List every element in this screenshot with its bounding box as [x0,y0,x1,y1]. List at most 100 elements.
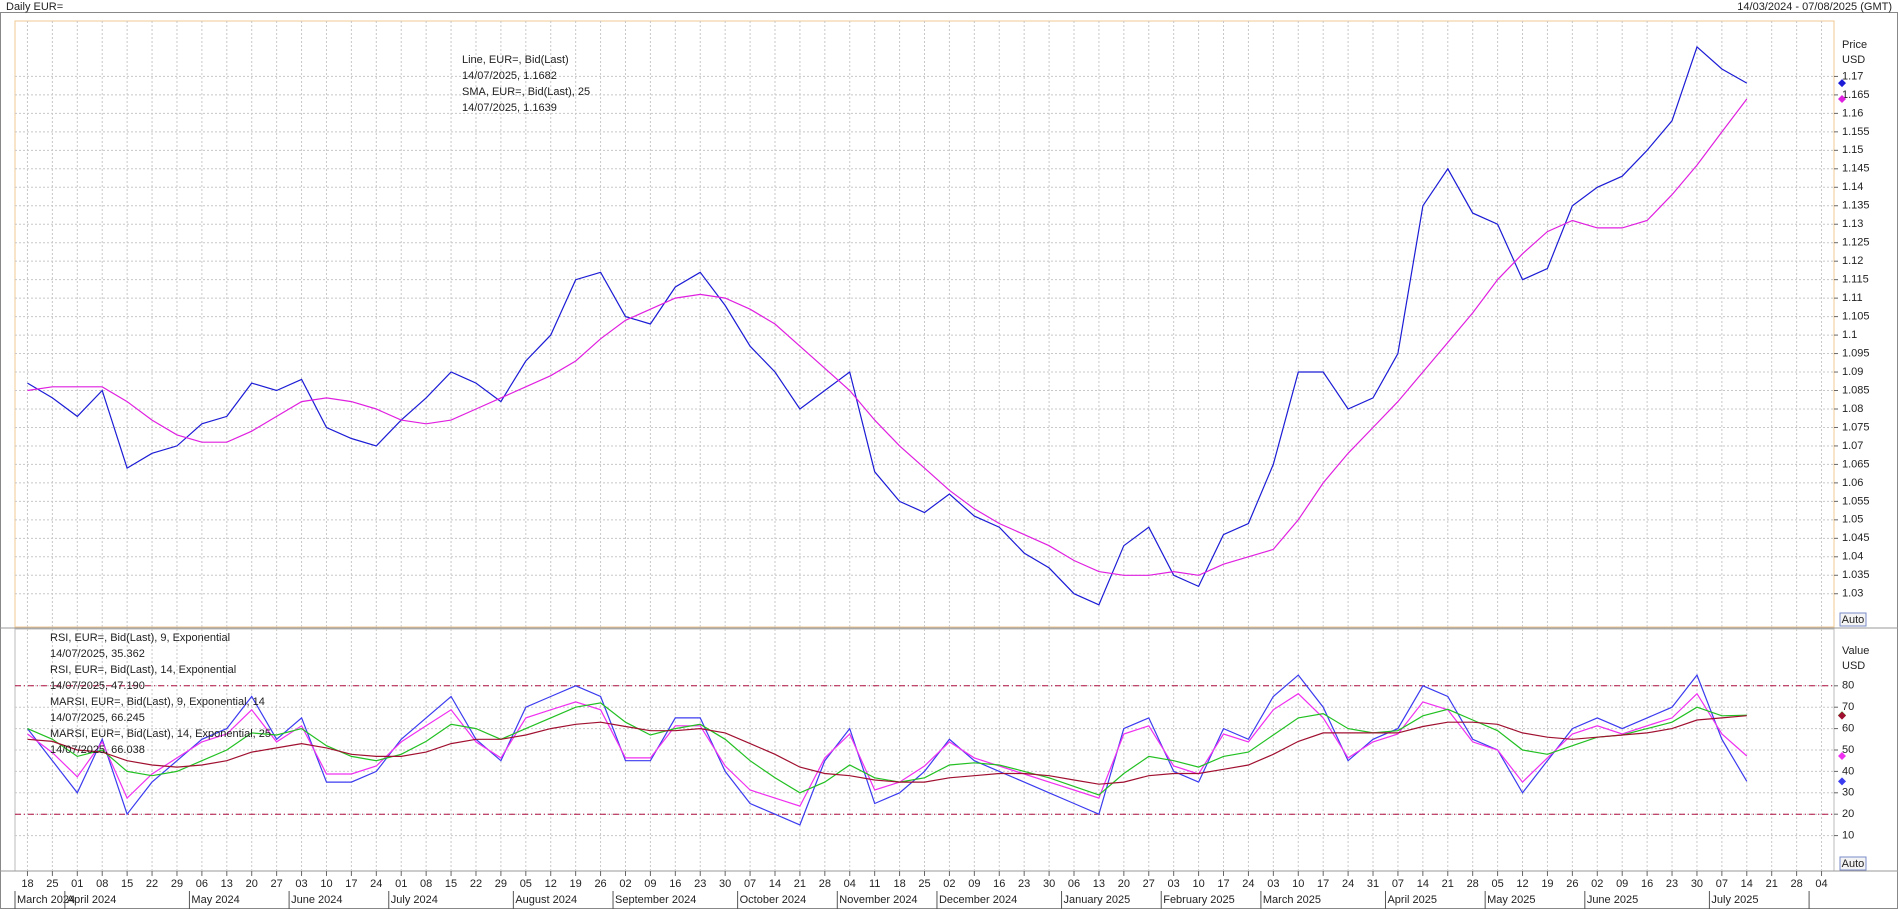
y-tick-label: 1.13 [1842,218,1863,230]
x-tick-label: 24 [370,878,382,890]
x-tick-label: 28 [1790,878,1802,890]
y-tick-label: 1.03 [1842,588,1863,600]
x-tick-label: 30 [719,878,731,890]
month-label: June 2024 [291,894,342,906]
x-tick-label: 15 [445,878,457,890]
y-tick-label: 1.08 [1842,403,1863,415]
y-tick-label: 1.115 [1842,274,1869,286]
x-tick-label: 17 [1217,878,1229,890]
x-tick-label: 18 [21,878,33,890]
legend-last: 14/07/2025, 35.362 [50,648,145,660]
series-line [27,98,1748,576]
auto-button[interactable] [1839,856,1867,871]
y-tick-label: 1.11 [1842,292,1863,304]
month-label: April 2025 [1387,894,1437,906]
y-unit: USD [1842,54,1865,66]
x-tick-label: 03 [295,878,307,890]
y-tick-label: 40 [1842,765,1854,777]
y-tick-label: 1.145 [1842,163,1870,175]
x-tick-label: 28 [819,878,831,890]
x-tick-label: 22 [146,878,158,890]
x-tick-label: 21 [1442,878,1454,890]
month-label: September 2024 [615,894,696,906]
y-label: Price [1842,39,1867,51]
series-line [27,702,1747,796]
y-tick-label: 60 [1842,723,1854,735]
legend-last: 14/07/2025, 1.1639 [462,102,557,114]
legend-name: MARSI, EUR=, Bid(Last), 14, Exponential,… [50,728,271,740]
legend-name: SMA, EUR=, Bid(Last), 25 [462,86,590,98]
x-tick-label: 10 [1192,878,1204,890]
x-tick-label: 12 [1516,878,1528,890]
y-tick-label: 20 [1842,808,1854,820]
x-tick-label: 01 [71,878,83,890]
x-tick-label: 11 [869,878,880,890]
month-label: November 2024 [839,894,917,906]
auto-button-label[interactable]: Auto [1842,614,1865,626]
x-tick-label: 21 [794,878,806,890]
x-tick-label: 20 [246,878,258,890]
x-tick-label: 19 [1541,878,1553,890]
y-tick-label: 1.075 [1842,421,1870,433]
x-tick-label: 25 [46,878,58,890]
last-value-marker [1838,777,1846,786]
y-tick-label: 1.17 [1842,70,1863,82]
x-tick-label: 01 [395,878,407,890]
month-label: May 2025 [1487,894,1535,906]
x-tick-label: 29 [171,878,183,890]
x-tick-label: 07 [1716,878,1728,890]
y-tick-label: 1.16 [1842,107,1863,119]
x-tick-label: 17 [1317,878,1329,890]
x-tick-label: 28 [1467,878,1479,890]
month-label: December 2024 [939,894,1017,906]
month-label: July 2025 [1711,894,1758,906]
x-tick-label: 25 [918,878,930,890]
auto-button-label[interactable]: Auto [1842,858,1865,870]
x-tick-label: 31 [1367,878,1379,890]
month-label: June 2025 [1587,894,1638,906]
x-tick-label: 30 [1043,878,1055,890]
x-tick-label: 27 [1143,878,1155,890]
x-tick-label: 10 [1292,878,1304,890]
x-tick-label: 04 [844,878,856,890]
x-tick-label: 09 [1616,878,1628,890]
x-tick-label: 23 [1666,878,1678,890]
last-value-marker [1838,79,1846,88]
x-tick-label: 20 [1118,878,1130,890]
x-tick-label: 29 [495,878,507,890]
y-tick-label: 1.09 [1842,366,1863,378]
month-label: October 2024 [740,894,807,906]
x-tick-label: 02 [943,878,955,890]
x-tick-label: 16 [1641,878,1653,890]
y-tick-label: 1.085 [1842,384,1870,396]
x-tick-label: 23 [1018,878,1030,890]
legend-name: MARSI, EUR=, Bid(Last), 9, Exponential, … [50,696,265,708]
x-tick-label: 08 [96,878,108,890]
auto-button[interactable] [1839,612,1867,627]
month-label: March 2025 [1263,894,1321,906]
y-tick-label: 80 [1842,680,1854,692]
series-line [27,715,1747,785]
x-tick-label: 02 [619,878,631,890]
y-tick-label: 1.07 [1842,440,1863,452]
x-tick-label: 05 [520,878,532,890]
x-tick-label: 08 [420,878,432,890]
series-line [27,45,1748,606]
y-unit: USD [1842,660,1865,672]
y-tick-label: 1.035 [1842,569,1870,581]
month-label: May 2024 [191,894,239,906]
x-tick-label: 03 [1267,878,1279,890]
x-tick-label: 21 [1766,878,1778,890]
y-tick-label: 1.12 [1842,255,1863,267]
y-tick-label: 1.045 [1842,532,1870,544]
x-tick-label: 06 [1068,878,1080,890]
month-label: July 2024 [391,894,438,906]
last-value-marker [1838,752,1846,761]
y-tick-label: 1.06 [1842,477,1863,489]
x-tick-label: 17 [345,878,357,890]
y-tick-label: 1.135 [1842,200,1870,212]
x-tick-label: 16 [669,878,681,890]
x-tick-label: 14 [1741,878,1753,890]
y-tick-label: 30 [1842,787,1854,799]
